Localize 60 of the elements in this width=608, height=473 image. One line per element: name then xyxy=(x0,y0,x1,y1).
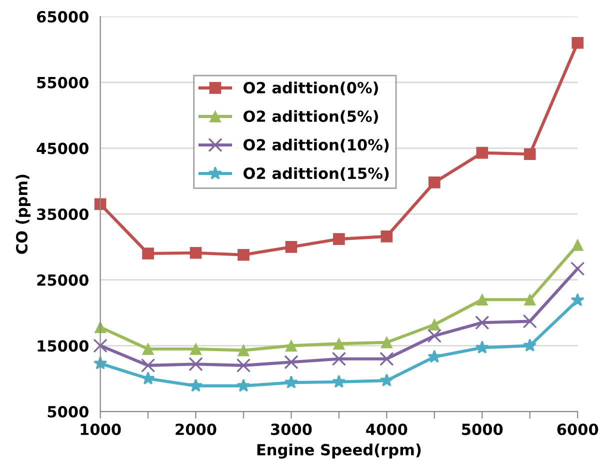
point xyxy=(380,336,393,348)
point xyxy=(333,338,345,350)
x-tick-label: 1000 xyxy=(80,424,121,436)
point xyxy=(236,358,251,373)
legend-label: O2 adittion(10%) xyxy=(244,138,389,152)
point xyxy=(140,358,156,373)
point xyxy=(380,230,393,242)
point xyxy=(380,373,394,386)
point xyxy=(238,248,250,261)
point xyxy=(428,318,440,331)
y-tick-label: 15000 xyxy=(38,340,88,352)
point xyxy=(475,316,490,330)
point xyxy=(570,293,584,306)
y-axis-title: CO (ppm) xyxy=(16,174,31,254)
point xyxy=(524,294,536,306)
point xyxy=(142,343,154,355)
y-tick-label: 25000 xyxy=(37,274,88,286)
point xyxy=(188,357,203,372)
x-axis-title: Engine Speed(rpm) xyxy=(257,444,421,459)
point xyxy=(93,338,108,353)
point xyxy=(524,148,536,160)
point xyxy=(522,314,537,328)
point xyxy=(427,328,442,343)
y-tick-label: 55000 xyxy=(37,76,88,88)
legend-label: O2 adittion(5%) xyxy=(244,110,378,124)
point xyxy=(428,350,442,363)
point xyxy=(284,375,298,388)
point xyxy=(141,372,155,384)
point xyxy=(476,294,488,306)
point xyxy=(284,355,298,370)
point xyxy=(475,340,489,354)
x-tick-label: 2000 xyxy=(176,424,216,436)
x-tick-label: 4000 xyxy=(366,424,408,436)
x-tick-label: 5000 xyxy=(462,424,503,436)
point xyxy=(142,248,154,260)
point xyxy=(332,374,346,388)
x-tick-label: 3000 xyxy=(270,424,312,436)
legend-label: O2 adittion(15%) xyxy=(244,167,389,181)
point xyxy=(523,338,537,352)
point xyxy=(572,36,584,49)
point xyxy=(380,352,394,366)
y-tick-label: 45000 xyxy=(36,142,88,154)
y-tick-label: 35000 xyxy=(37,208,88,220)
point xyxy=(190,343,202,355)
point xyxy=(236,378,250,392)
y-tick-label: 65000 xyxy=(37,11,88,23)
point xyxy=(190,246,202,259)
point xyxy=(285,340,298,352)
point xyxy=(238,344,250,356)
y-tick-label: 5000 xyxy=(48,406,88,418)
point xyxy=(332,352,346,366)
legend-label: O2 adittion(0%) xyxy=(244,82,378,96)
point xyxy=(570,262,585,276)
point xyxy=(285,241,298,253)
point xyxy=(333,233,345,245)
point xyxy=(476,146,488,159)
x-tick-label: 6000 xyxy=(557,424,598,436)
point xyxy=(572,239,584,251)
point xyxy=(188,378,203,392)
point xyxy=(428,176,440,188)
